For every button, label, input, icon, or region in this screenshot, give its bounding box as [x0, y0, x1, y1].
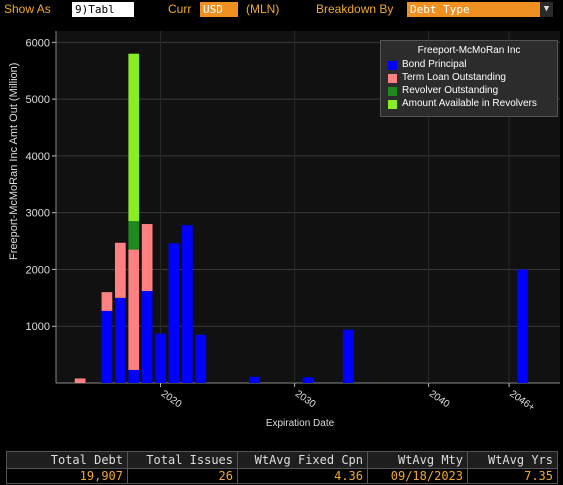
legend-title: Freeport-McMoRan Inc: [417, 45, 521, 56]
legend-label: Amount Available in Revolvers: [402, 98, 537, 109]
y-tick-label: 5000: [26, 94, 50, 106]
wtavg-yrs-value: 7.35: [468, 468, 557, 483]
summary-table: Total Debt Total Issues WtAvg Fixed Cpn …: [6, 451, 558, 484]
show-as-field[interactable]: 9)Tabl: [72, 2, 134, 17]
bar-segment: [155, 333, 166, 383]
show-as-label: Show As: [4, 2, 51, 16]
wtavg-yrs-header: WtAvg Yrs: [468, 452, 557, 468]
breakdown-label: Breakdown By: [316, 2, 394, 16]
bar-segment: [101, 292, 113, 311]
x-tick-label: 2046+: [507, 388, 536, 413]
legend-swatch: [388, 74, 397, 83]
total-issues-value: 26: [128, 468, 238, 483]
bar-segment: [128, 249, 140, 370]
y-tick-label: 6000: [26, 37, 50, 49]
legend-swatch: [388, 100, 397, 109]
y-tick-label: 2000: [26, 264, 50, 276]
x-tick-label: 2040: [427, 388, 452, 410]
bar-segment: [168, 243, 180, 383]
bar-segment: [74, 378, 86, 383]
x-tick-label: 2030: [293, 388, 318, 410]
x-tick-label: 2020: [159, 388, 184, 410]
bar-segment: [342, 329, 354, 383]
bar-segment: [195, 334, 207, 383]
wtavg-fixed-cpn-header: WtAvg Fixed Cpn: [238, 452, 368, 468]
currency-label: Curr: [168, 2, 192, 16]
bar-segment: [302, 377, 314, 383]
legend-swatch: [388, 61, 397, 70]
total-debt-value: 19,907: [7, 468, 128, 483]
total-debt-header: Total Debt: [7, 452, 128, 468]
y-tick-label: 1000: [26, 321, 50, 333]
bar-segment: [128, 221, 140, 250]
chart-legend: Freeport-McMoRan Inc Bond Principal Term…: [380, 40, 558, 117]
toolbar: Show As 9)Tabl Curr USD (MLN) Breakdown …: [0, 0, 563, 20]
bar-segment: [114, 242, 126, 298]
bar-segment: [141, 224, 153, 292]
bar-segment: [128, 53, 140, 222]
bar-segment: [182, 225, 193, 383]
total-issues-header: Total Issues: [128, 452, 238, 468]
bar-segment: [128, 369, 140, 383]
bar-segment: [249, 376, 260, 383]
chevron-down-icon[interactable]: ▼: [540, 2, 553, 17]
legend-label: Revolver Outstanding: [402, 85, 499, 96]
currency-field[interactable]: USD: [200, 2, 238, 17]
y-tick-label: 3000: [26, 208, 50, 220]
bar-segment: [114, 297, 126, 383]
wtavg-fixed-cpn-value: 4.36: [238, 468, 368, 483]
y-tick-label: 4000: [26, 151, 50, 163]
y-axis-label: Freeport-McMoRan Inc Amt Out (Million): [8, 62, 20, 260]
x-axis-label: Expiration Date: [265, 418, 335, 429]
bar-segment: [101, 310, 113, 383]
bar-segment: [517, 269, 528, 383]
breakdown-select[interactable]: Debt Type: [407, 2, 540, 17]
legend-label: Term Loan Outstanding: [402, 72, 506, 83]
legend-label: Bond Principal: [402, 59, 467, 70]
units-label: (MLN): [246, 2, 280, 16]
bar-segment: [141, 291, 153, 383]
wtavg-mty-value: 09/18/2023: [368, 468, 468, 483]
wtavg-mty-header: WtAvg Mty: [368, 452, 468, 468]
legend-swatch: [388, 87, 397, 96]
